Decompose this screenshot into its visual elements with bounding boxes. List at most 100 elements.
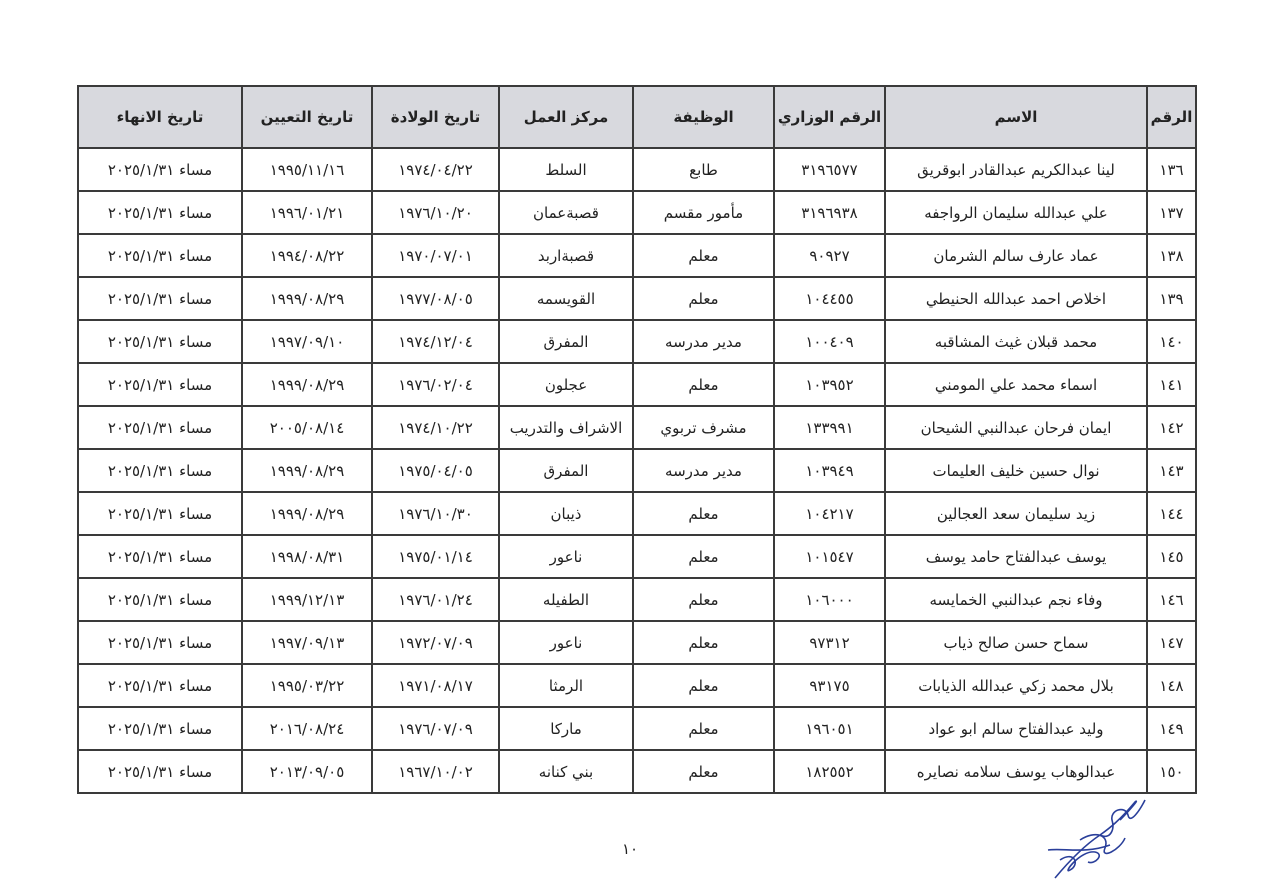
cell-ministry-number: ٩٧٣١٢ bbox=[773, 620, 886, 665]
cell-birth-date: ١٩٧٤/١٢/٠٤ bbox=[371, 319, 500, 364]
cell-appointment-date: ١٩٩٨/٠٨/٣١ bbox=[241, 534, 373, 579]
cell-end-date: مساء ٢٠٢٥/١/٣١ bbox=[77, 620, 243, 665]
cell-work-center: عجلون bbox=[498, 362, 634, 407]
cell-work-center: السلط bbox=[498, 147, 634, 192]
table-row: ١٤٤ زيد سليمان سعد العجالين ١٠٤٢١٧ معلم ذيبا… bbox=[77, 491, 1197, 536]
table-row: ١٤٧ سماح حسن صالح ذياب ٩٧٣١٢ معلم ناعور ١٩٧٢/… bbox=[77, 620, 1197, 665]
column-header-job: الوظيفة bbox=[632, 85, 775, 149]
signature-image bbox=[1047, 799, 1146, 879]
cell-number: ١٣٧ bbox=[1146, 190, 1197, 235]
table-row: ١٣٦ لينا عبدالكريم عبدالقادر ابوقريق ٣١٩٦٥… bbox=[77, 147, 1197, 192]
cell-birth-date: ١٩٧٥/٠١/١٤ bbox=[371, 534, 500, 579]
cell-end-date: مساء ٢٠٢٥/١/٣١ bbox=[77, 706, 243, 751]
cell-name: ايمان فرحان عبدالنبي الشيحان bbox=[884, 405, 1148, 450]
cell-name: علي عبدالله سليمان الرواجفه bbox=[884, 190, 1148, 235]
cell-work-center: ناعور bbox=[498, 534, 634, 579]
table-row: ١٤٨ بلال محمد زكي عبدالله الذيابات ٩٣١٧٥ مع… bbox=[77, 663, 1197, 708]
cell-ministry-number: ١٠٣٩٤٩ bbox=[773, 448, 886, 493]
cell-job: معلم bbox=[632, 706, 775, 751]
table-row: ١٥٠ عبدالوهاب يوسف سلامه نصايره ١٨٢٥٥٢ معلم… bbox=[77, 749, 1197, 794]
cell-appointment-date: ١٩٩٩/٠٨/٢٩ bbox=[241, 491, 373, 536]
column-header-name: الاسم bbox=[884, 85, 1148, 149]
cell-number: ١٣٦ bbox=[1146, 147, 1197, 192]
cell-birth-date: ١٩٧٦/١٠/٢٠ bbox=[371, 190, 500, 235]
cell-number: ١٤٤ bbox=[1146, 491, 1197, 536]
column-header-appointment-date: تاريخ التعيين bbox=[241, 85, 373, 149]
table-row: ١٤٩ وليد عبدالفتاح سالم ابو عواد ١٩٦٠٥١ معل… bbox=[77, 706, 1197, 751]
cell-name: يوسف عبدالفتاح حامد يوسف bbox=[884, 534, 1148, 579]
column-header-end-date: تاريخ الانهاء bbox=[77, 85, 243, 149]
cell-work-center: الرمثا bbox=[498, 663, 634, 708]
cell-work-center: المفرق bbox=[498, 448, 634, 493]
cell-ministry-number: ١٩٦٠٥١ bbox=[773, 706, 886, 751]
cell-birth-date: ١٩٧١/٠٨/١٧ bbox=[371, 663, 500, 708]
cell-appointment-date: ١٩٩٥/١١/١٦ bbox=[241, 147, 373, 192]
cell-appointment-date: ٢٠١٦/٠٨/٢٤ bbox=[241, 706, 373, 751]
cell-end-date: مساء ٢٠٢٥/١/٣١ bbox=[77, 233, 243, 278]
cell-ministry-number: ٩٠٩٢٧ bbox=[773, 233, 886, 278]
cell-ministry-number: ١٠٣٩٥٢ bbox=[773, 362, 886, 407]
cell-end-date: مساء ٢٠٢٥/١/٣١ bbox=[77, 448, 243, 493]
cell-work-center: القويسمه bbox=[498, 276, 634, 321]
cell-work-center: الاشراف والتدريب bbox=[498, 405, 634, 450]
table-row: ١٣٨ عماد عارف سالم الشرمان ٩٠٩٢٧ معلم قصبةار… bbox=[77, 233, 1197, 278]
cell-work-center: ذيبان bbox=[498, 491, 634, 536]
column-header-number: الرقم bbox=[1146, 85, 1197, 149]
cell-work-center: ماركا bbox=[498, 706, 634, 751]
cell-name: وفاء نجم عبدالنبي الخمايسه bbox=[884, 577, 1148, 622]
table-header-row: الرقم الاسم الرقم الوزاري الوظيفة مركز العمل… bbox=[77, 85, 1197, 149]
cell-name: سماح حسن صالح ذياب bbox=[884, 620, 1148, 665]
cell-number: ١٣٨ bbox=[1146, 233, 1197, 278]
cell-appointment-date: ١٩٩٩/٠٨/٢٩ bbox=[241, 448, 373, 493]
cell-appointment-date: ١٩٩٧/٠٩/١٣ bbox=[241, 620, 373, 665]
cell-appointment-date: ٢٠٠٥/٠٨/١٤ bbox=[241, 405, 373, 450]
cell-job: مشرف تربوي bbox=[632, 405, 775, 450]
table-row: ١٣٩ اخلاص احمد عبدالله الحنيطي ١٠٤٤٥٥ معلم ا… bbox=[77, 276, 1197, 321]
cell-number: ١٤٥ bbox=[1146, 534, 1197, 579]
cell-job: مدير مدرسه bbox=[632, 448, 775, 493]
cell-work-center: الطفيله bbox=[498, 577, 634, 622]
cell-name: وليد عبدالفتاح سالم ابو عواد bbox=[884, 706, 1148, 751]
cell-number: ١٤٠ bbox=[1146, 319, 1197, 364]
cell-name: اسماء محمد علي المومني bbox=[884, 362, 1148, 407]
cell-end-date: مساء ٢٠٢٥/١/٣١ bbox=[77, 405, 243, 450]
cell-appointment-date: ٢٠١٣/٠٩/٠٥ bbox=[241, 749, 373, 794]
cell-name: زيد سليمان سعد العجالين bbox=[884, 491, 1148, 536]
table-row: ١٤٥ يوسف عبدالفتاح حامد يوسف ١٠١٥٤٧ معلم ناع… bbox=[77, 534, 1197, 579]
cell-name: اخلاص احمد عبدالله الحنيطي bbox=[884, 276, 1148, 321]
cell-end-date: مساء ٢٠٢٥/١/٣١ bbox=[77, 749, 243, 794]
cell-name: نوال حسين خليف العليمات bbox=[884, 448, 1148, 493]
table-row: ١٣٧ علي عبدالله سليمان الرواجفه ٣١٩٦٩٣٨ مأم… bbox=[77, 190, 1197, 235]
cell-job: مدير مدرسه bbox=[632, 319, 775, 364]
employees-table: الرقم الاسم الرقم الوزاري الوظيفة مركز العمل… bbox=[77, 85, 1197, 794]
cell-end-date: مساء ٢٠٢٥/١/٣١ bbox=[77, 190, 243, 235]
cell-birth-date: ١٩٧٤/٠٤/٢٢ bbox=[371, 147, 500, 192]
cell-birth-date: ١٩٧٧/٠٨/٠٥ bbox=[371, 276, 500, 321]
cell-ministry-number: ١٠٦٠٠٠ bbox=[773, 577, 886, 622]
table-row: ١٤٦ وفاء نجم عبدالنبي الخمايسه ١٠٦٠٠٠ معلم ا… bbox=[77, 577, 1197, 622]
cell-number: ١٤٩ bbox=[1146, 706, 1197, 751]
cell-end-date: مساء ٢٠٢٥/١/٣١ bbox=[77, 491, 243, 536]
cell-birth-date: ١٩٧٢/٠٧/٠٩ bbox=[371, 620, 500, 665]
table-row: ١٤٢ ايمان فرحان عبدالنبي الشيحان ١٣٣٩٩١ مشر… bbox=[77, 405, 1197, 450]
cell-end-date: مساء ٢٠٢٥/١/٣١ bbox=[77, 362, 243, 407]
cell-appointment-date: ١٩٩٩/٠٨/٢٩ bbox=[241, 276, 373, 321]
cell-job: معلم bbox=[632, 749, 775, 794]
cell-birth-date: ١٩٧٤/١٠/٢٢ bbox=[371, 405, 500, 450]
cell-name: محمد قبلان غيث المشاقبه bbox=[884, 319, 1148, 364]
cell-work-center: بني كنانه bbox=[498, 749, 634, 794]
cell-number: ١٣٩ bbox=[1146, 276, 1197, 321]
cell-appointment-date: ١٩٩٩/٠٨/٢٩ bbox=[241, 362, 373, 407]
cell-appointment-date: ١٩٩٦/٠١/٢١ bbox=[241, 190, 373, 235]
cell-name: لينا عبدالكريم عبدالقادر ابوقريق bbox=[884, 147, 1148, 192]
table-row: ١٤٠ محمد قبلان غيث المشاقبه ١٠٠٤٠٩ مدير مدر… bbox=[77, 319, 1197, 364]
cell-appointment-date: ١٩٩٥/٠٣/٢٢ bbox=[241, 663, 373, 708]
cell-birth-date: ١٩٦٧/١٠/٠٢ bbox=[371, 749, 500, 794]
cell-job: معلم bbox=[632, 491, 775, 536]
cell-name: بلال محمد زكي عبدالله الذيابات bbox=[884, 663, 1148, 708]
cell-end-date: مساء ٢٠٢٥/١/٣١ bbox=[77, 577, 243, 622]
cell-birth-date: ١٩٧٦/١٠/٣٠ bbox=[371, 491, 500, 536]
cell-ministry-number: ٩٣١٧٥ bbox=[773, 663, 886, 708]
cell-work-center: المفرق bbox=[498, 319, 634, 364]
cell-number: ١٥٠ bbox=[1146, 749, 1197, 794]
